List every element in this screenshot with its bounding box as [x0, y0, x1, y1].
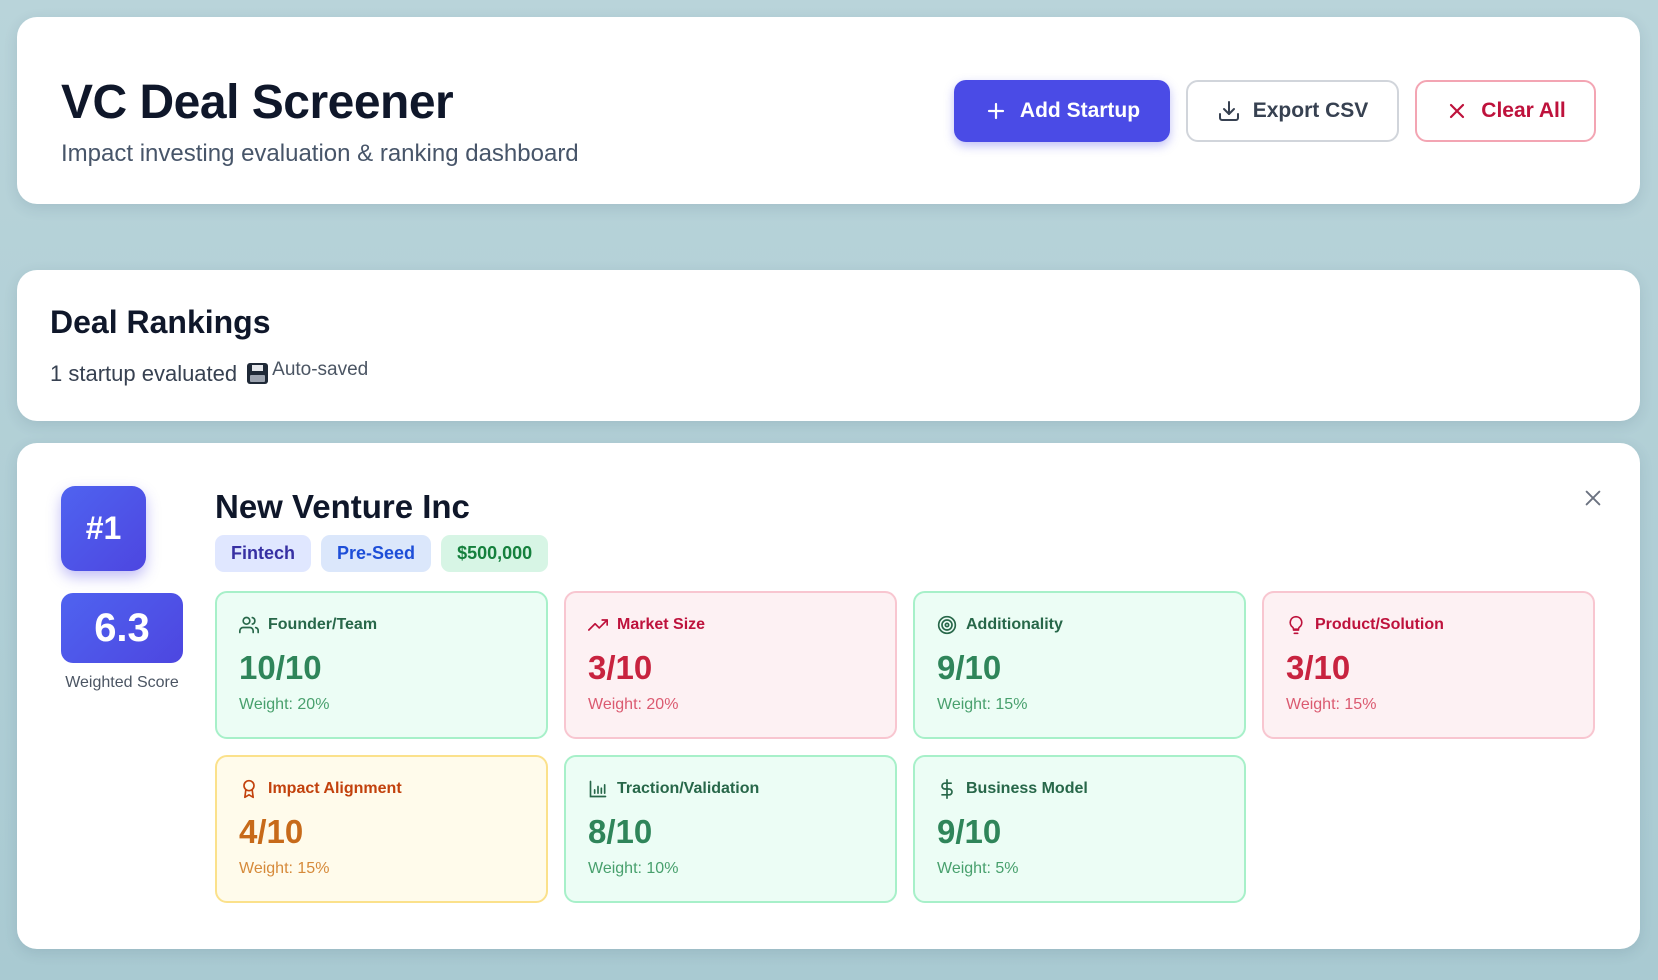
metric-card-traction-validation: Traction/Validation 8/10 Weight: 10% [564, 755, 897, 903]
users-icon [239, 616, 259, 634]
clear-all-button[interactable]: Clear All [1415, 80, 1596, 142]
startup-count: 1 startup evaluated [50, 360, 238, 386]
app-title: VC Deal Screener [61, 76, 454, 129]
app-subtitle: Impact investing evaluation & ranking da… [61, 140, 579, 167]
metric-weight: Weight: 15% [937, 696, 1028, 713]
amount-tag: $500,000 [441, 535, 549, 572]
sector-tag: Fintech [215, 535, 312, 572]
autosave-label: Auto-saved [272, 359, 369, 380]
trending-up-icon [588, 619, 608, 631]
metric-weight: Weight: 10% [588, 860, 679, 877]
floppy-disk-icon [247, 362, 269, 384]
metric-weight: Weight: 5% [937, 860, 1019, 877]
metric-card-founder-team: Founder/Team 10/10 Weight: 20% [215, 591, 548, 739]
header-card: VC Deal Screener Impact investing evalua… [17, 17, 1640, 204]
autosave-status: Auto-saved [247, 359, 369, 384]
metric-label: Additionality [966, 616, 1063, 633]
clear-all-label: Clear All [1481, 99, 1566, 122]
metric-card-business-model: Business Model 9/10 Weight: 5% [913, 755, 1246, 903]
metric-label: Business Model [966, 780, 1088, 797]
export-csv-label: Export CSV [1252, 99, 1369, 122]
add-startup-label: Add Startup [1019, 99, 1141, 122]
metric-score: 10/10 [239, 649, 322, 686]
metric-label: Product/Solution [1315, 616, 1444, 633]
metric-label: Impact Alignment [268, 780, 402, 797]
metric-card-product-solution: Product/Solution 3/10 Weight: 15% [1262, 591, 1595, 739]
metric-label: Founder/Team [268, 616, 378, 633]
startup-card[interactable]: #1 6.3 Weighted Score New Venture Inc Fi… [17, 443, 1640, 949]
metric-score: 4/10 [239, 813, 304, 850]
add-startup-button[interactable]: Add Startup [954, 80, 1170, 142]
stage-tag: Pre-Seed [321, 535, 432, 572]
metric-label: Market Size [617, 616, 706, 633]
metric-card-additionality: Additionality 9/10 Weight: 15% [913, 591, 1246, 739]
bar-chart-icon [589, 780, 607, 798]
award-icon [243, 779, 255, 799]
startup-name: New Venture Inc [215, 488, 470, 525]
rankings-title: Deal Rankings [50, 304, 271, 340]
remove-startup-icon[interactable] [1582, 487, 1604, 509]
metric-weight: Weight: 15% [239, 860, 330, 877]
rankings-card: Deal Rankings 1 startup evaluated Auto-s… [17, 270, 1640, 421]
lightbulb-icon [1289, 615, 1303, 635]
rank-badge: #1 [61, 486, 146, 571]
target-icon [937, 615, 957, 635]
metric-score: 3/10 [1286, 649, 1351, 686]
close-icon [1450, 103, 1465, 119]
metric-label: Traction/Validation [617, 780, 760, 797]
startup-tags: Fintech Pre-Seed $500,000 [215, 535, 549, 572]
rankings-summary: 1 startup evaluated Auto-saved [50, 359, 368, 387]
metric-score: 9/10 [937, 813, 1002, 850]
metric-weight: Weight: 20% [588, 696, 679, 713]
dollar-icon [941, 779, 953, 799]
metric-weight: Weight: 20% [239, 696, 330, 713]
weighted-score-label: Weighted Score [65, 674, 179, 691]
metric-weight: Weight: 15% [1286, 696, 1377, 713]
metric-card-market-size: Market Size 3/10 Weight: 20% [564, 591, 897, 739]
weighted-score: 6.3 [61, 593, 183, 663]
metric-score: 9/10 [937, 649, 1002, 686]
download-icon [1218, 101, 1239, 121]
export-csv-button[interactable]: Export CSV [1186, 80, 1399, 142]
metric-score: 8/10 [588, 813, 653, 850]
metric-score: 3/10 [588, 649, 653, 686]
plus-icon [987, 102, 1005, 120]
metric-card-impact-alignment: Impact Alignment 4/10 Weight: 15% [215, 755, 548, 903]
